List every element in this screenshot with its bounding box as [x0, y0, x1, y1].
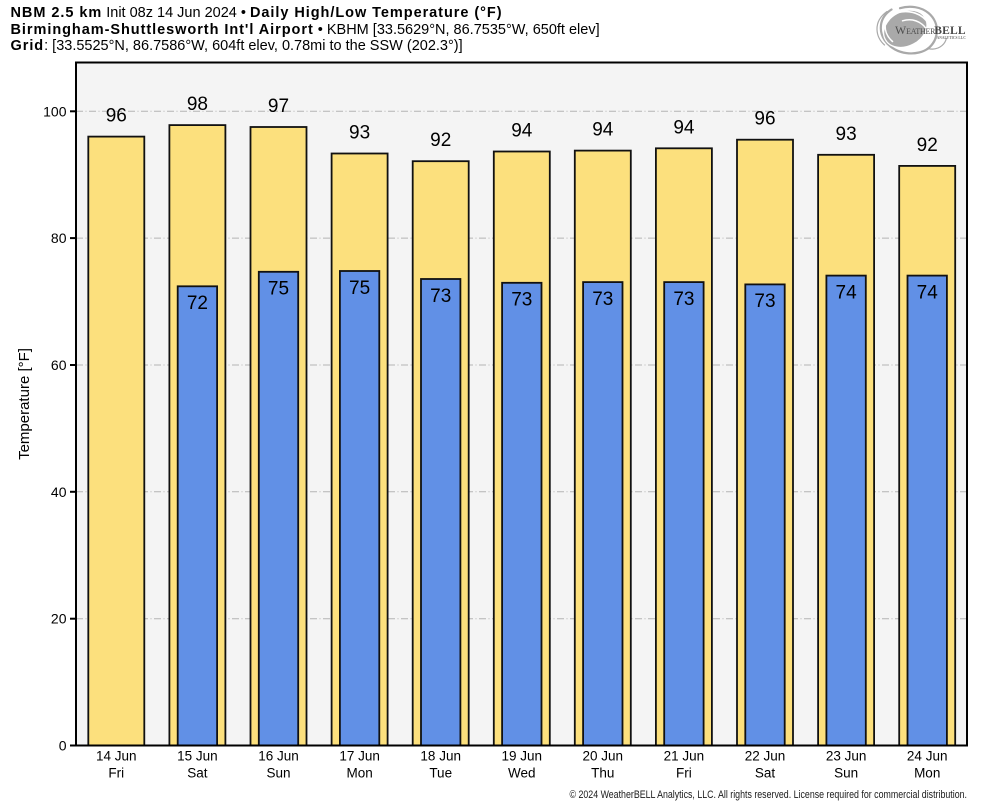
svg-text:16 Jun: 16 Jun — [258, 749, 299, 764]
svg-text:Fri: Fri — [108, 765, 124, 780]
svg-text:94: 94 — [673, 117, 695, 138]
svg-text:Wed: Wed — [508, 765, 536, 780]
svg-text:Sat: Sat — [187, 765, 208, 780]
svg-text:0: 0 — [59, 738, 67, 754]
svg-text:93: 93 — [836, 124, 857, 145]
svg-text:Tue: Tue — [429, 765, 452, 780]
svg-text:Sun: Sun — [834, 765, 858, 780]
svg-text:Temperature [°F]: Temperature [°F] — [16, 348, 33, 460]
svg-text:94: 94 — [592, 120, 614, 141]
svg-text:72: 72 — [187, 293, 208, 314]
svg-text:92: 92 — [430, 130, 451, 151]
svg-text:14 Jun: 14 Jun — [96, 749, 137, 764]
svg-text:74: 74 — [836, 282, 858, 303]
svg-text:93: 93 — [349, 123, 370, 144]
svg-text:21 Jun: 21 Jun — [664, 749, 705, 764]
svg-text:20 Jun: 20 Jun — [583, 749, 624, 764]
svg-text:73: 73 — [754, 291, 775, 312]
svg-text:73: 73 — [592, 289, 613, 310]
svg-text:Mon: Mon — [346, 765, 372, 780]
svg-text:Mon: Mon — [914, 765, 940, 780]
svg-text:100: 100 — [43, 103, 67, 119]
svg-text:80: 80 — [51, 230, 67, 246]
svg-text:Thu: Thu — [591, 765, 614, 780]
svg-text:22 Jun: 22 Jun — [745, 749, 786, 764]
svg-text:75: 75 — [268, 279, 289, 300]
svg-text:Sat: Sat — [755, 765, 776, 780]
svg-text:© 2024 WeatherBELL Analytics,: © 2024 WeatherBELL Analytics, LLC. All r… — [570, 789, 968, 801]
svg-text:92: 92 — [917, 135, 938, 156]
svg-text:98: 98 — [187, 94, 208, 115]
svg-text:Fri: Fri — [676, 765, 692, 780]
svg-text:Sun: Sun — [266, 765, 290, 780]
svg-text:73: 73 — [673, 289, 694, 310]
svg-text:BELL: BELL — [934, 25, 966, 37]
svg-text:WEATHER: WEATHER — [895, 23, 936, 37]
svg-text:17 Jun: 17 Jun — [339, 749, 380, 764]
svg-text:97: 97 — [268, 96, 289, 117]
svg-text:23 Jun: 23 Jun — [826, 749, 867, 764]
svg-text:20: 20 — [51, 611, 67, 627]
svg-text:19 Jun: 19 Jun — [502, 749, 543, 764]
svg-text:ANALYTICS LLC: ANALYTICS LLC — [937, 36, 967, 40]
svg-text:96: 96 — [106, 106, 127, 127]
svg-text:96: 96 — [754, 109, 775, 130]
svg-text:73: 73 — [511, 290, 532, 311]
svg-text:15 Jun: 15 Jun — [177, 749, 218, 764]
svg-text:60: 60 — [51, 357, 67, 373]
svg-text:24 Jun: 24 Jun — [907, 749, 948, 764]
svg-text:73: 73 — [430, 286, 451, 307]
svg-text:94: 94 — [511, 121, 533, 142]
svg-text:75: 75 — [349, 278, 370, 299]
svg-text:74: 74 — [917, 282, 939, 303]
svg-text:40: 40 — [51, 484, 67, 500]
svg-text:18 Jun: 18 Jun — [420, 749, 461, 764]
